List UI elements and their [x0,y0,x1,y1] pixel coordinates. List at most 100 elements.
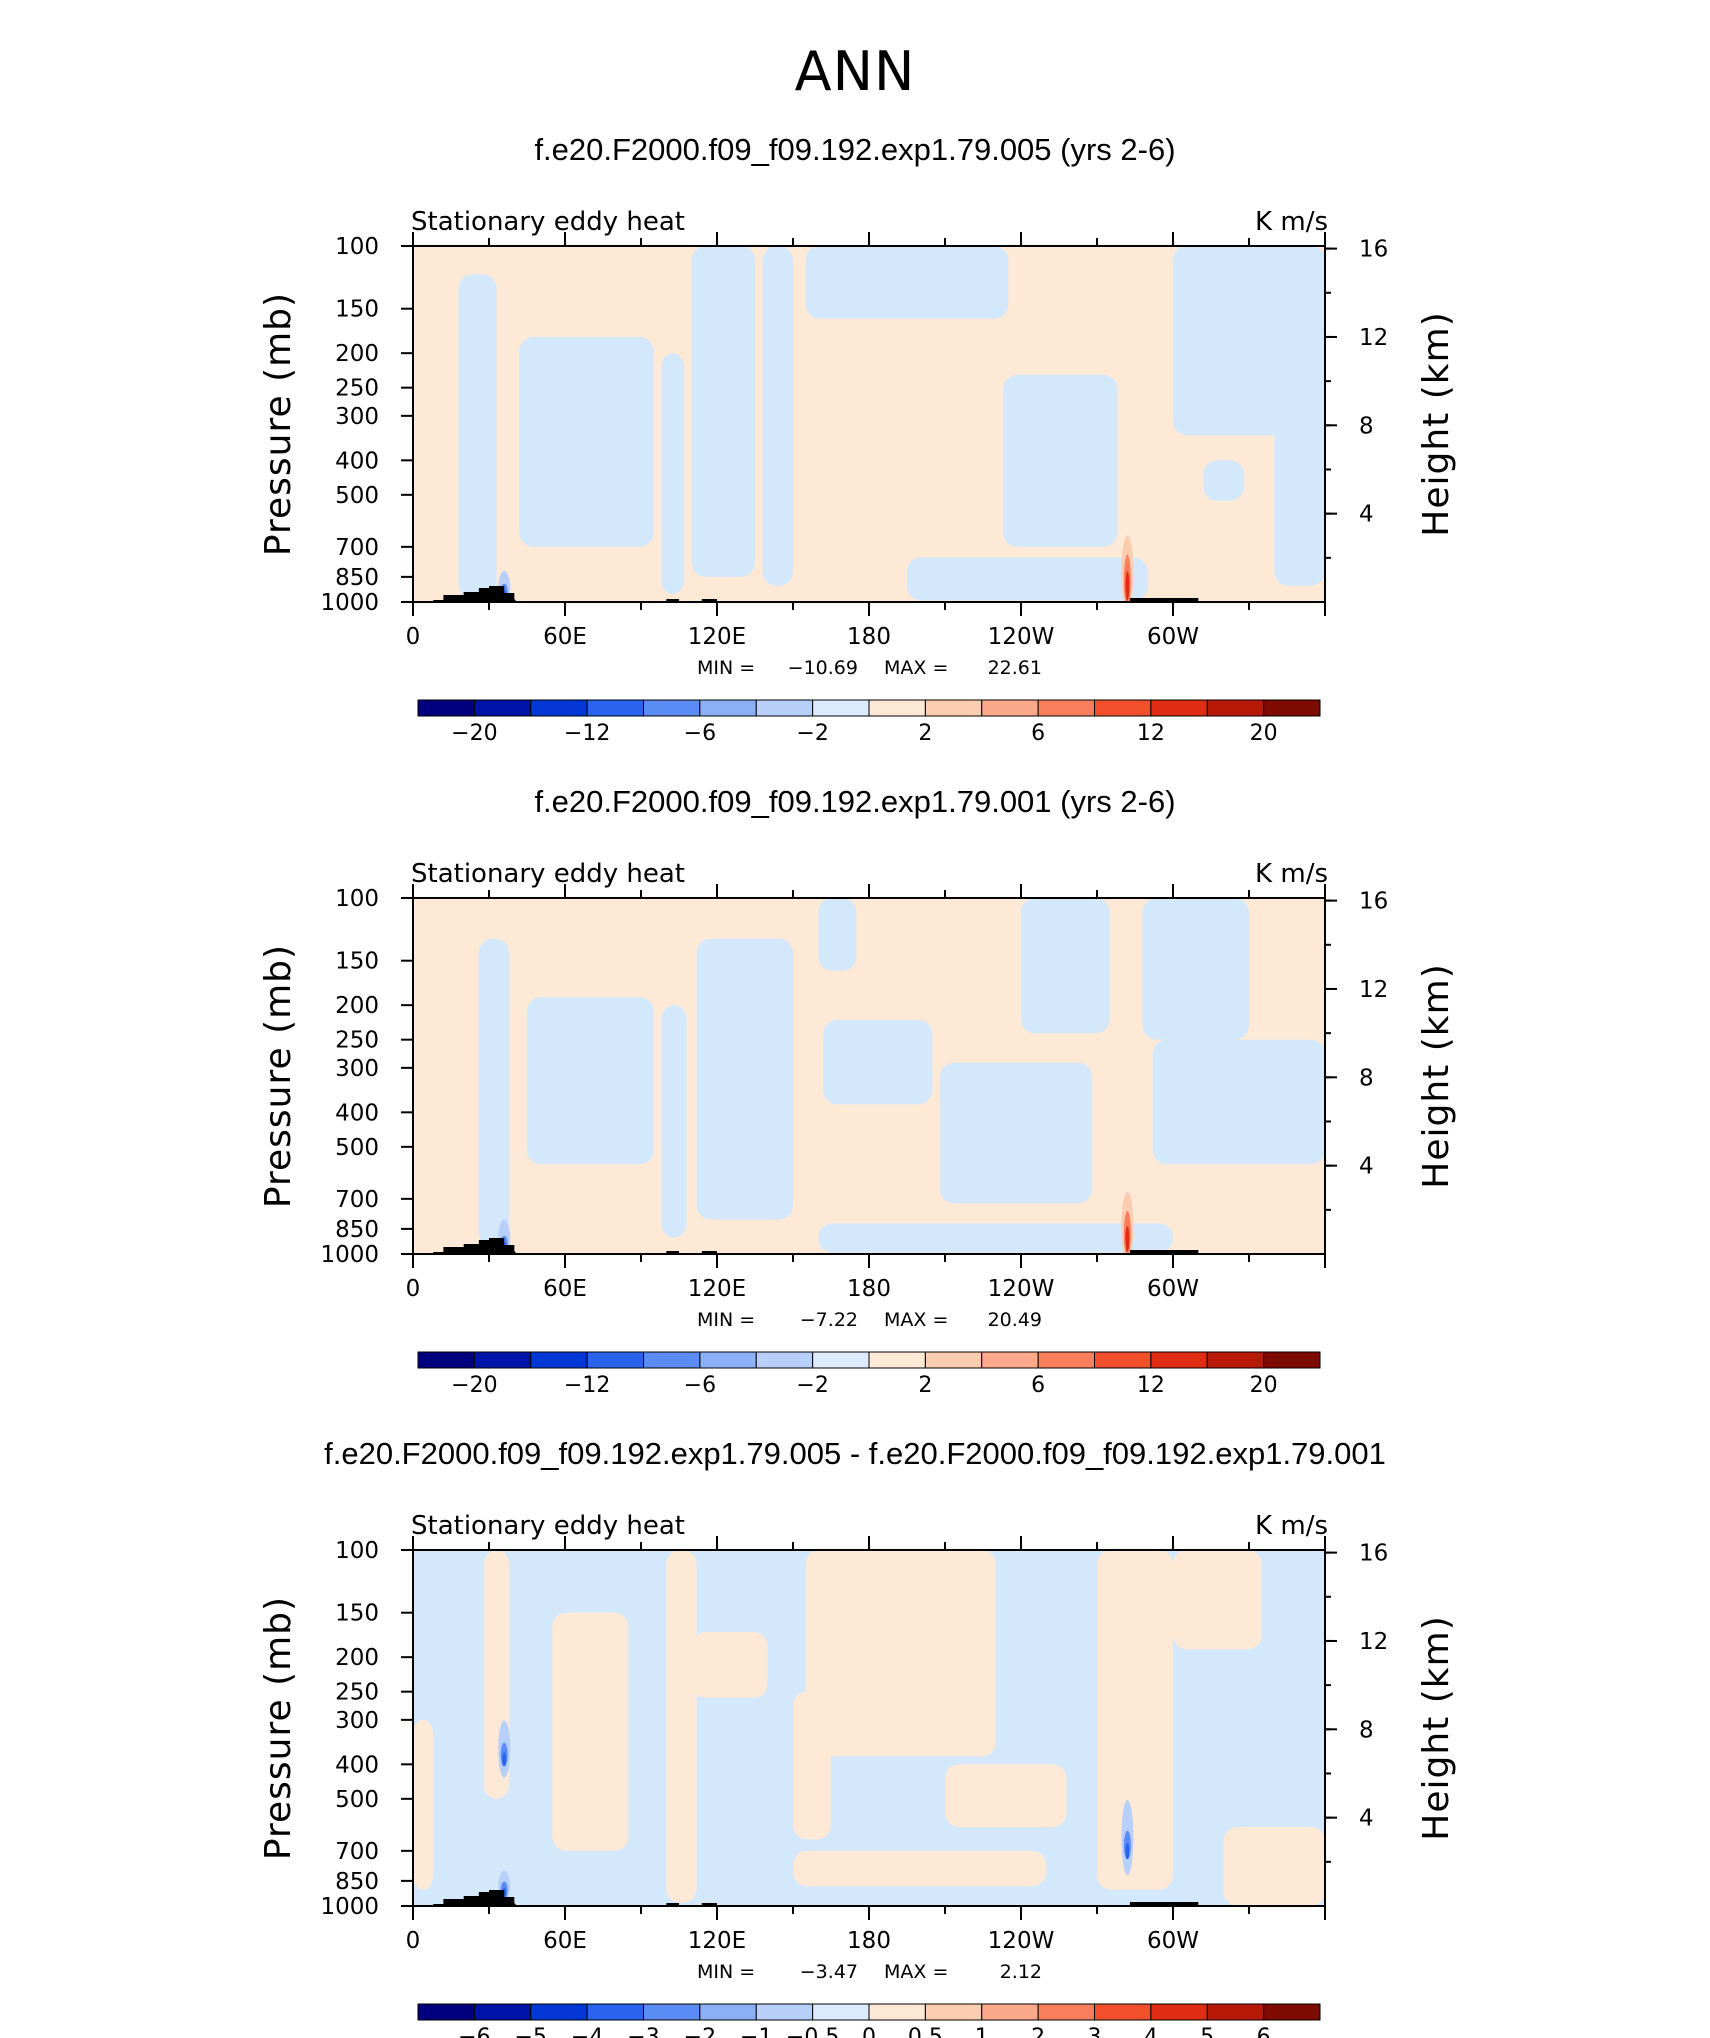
y-tick-label: 250 [335,376,379,402]
height-tick-label: 16 [1359,889,1388,915]
colorbar-swatch [586,2003,644,2021]
colorbar-label: −3 [627,2025,659,2038]
panel-1-title: f.e20.F2000.f09_f09.192.exp1.79.005 (yrs… [534,132,1176,167]
y-tick-label: 100 [335,1538,379,1564]
panel-2-plot: Stationary eddy heat K m/s 0 60E 120E 180 120W… [258,859,1457,1398]
contour-region [1003,374,1118,547]
colorbar-swatch [1150,2003,1208,2021]
max-value: 22.61 [988,657,1042,679]
x-tick-label: 180 [847,1276,891,1302]
terrain [1129,1250,1199,1254]
y-tick-label: 400 [335,1100,379,1126]
colorbar-swatch [1263,2003,1321,2021]
y-tick-label: 100 [335,886,379,912]
x-tick-label: 60E [543,624,587,650]
terrain [666,599,679,602]
colorbar-label: 6 [1257,2025,1271,2038]
field-contours [413,898,1325,1254]
extreme-contour [1125,571,1130,601]
x-tick-label: 120W [988,1928,1055,1954]
contour-region [458,274,497,599]
min-label: MIN = [697,1309,755,1331]
colorbar-label: 20 [1250,721,1278,746]
y-tick-label: 700 [335,1839,379,1865]
contour-region [552,1612,629,1851]
max-label: MAX = [884,1961,948,1983]
height-tick-label: 4 [1359,1806,1374,1832]
contour-region [818,898,857,971]
y-tick-label: 1000 [320,590,379,616]
panel-2-title: f.e20.F2000.f09_f09.192.exp1.79.001 (yrs… [534,784,1176,819]
colorbar-label: −0.5 [786,2025,839,2038]
colorbar-label: 6 [1031,721,1045,746]
y-tick-label: 1000 [320,1894,379,1920]
y-tick-label: 500 [335,1787,379,1813]
x-tick-label: 180 [847,1928,891,1954]
contour-region [805,1550,996,1757]
colorbar-swatch [812,2003,870,2021]
contour-region [793,1850,1047,1887]
colorbar-swatch [417,2003,475,2021]
y-axis-label-right: Height (km) [1416,963,1457,1188]
terrain [1129,1902,1199,1906]
y-tick-label: 200 [335,993,379,1019]
contour-region [1097,1550,1173,1890]
colorbar-label: −12 [564,1373,610,1398]
y-tick-label: 700 [335,535,379,561]
y-tick-label: 300 [335,404,379,430]
colorbar-label: 3 [1088,2025,1102,2038]
contour-region [519,336,654,547]
units-label: K m/s [1255,207,1328,237]
colorbar-label: 4 [1144,2025,1158,2038]
colorbar-label: 20 [1250,1373,1278,1398]
contour-region [818,1223,1173,1253]
y-tick-label: 200 [335,341,379,367]
contour-region [666,1550,697,1903]
x-tick-label: 60W [1147,624,1199,650]
max-value: 2.12 [1000,1961,1042,1983]
height-tick-label: 12 [1359,1629,1388,1655]
colorbar-label: 2 [918,721,932,746]
units-label: K m/s [1255,859,1328,889]
y-tick-label: 150 [335,297,379,323]
y-tick-label: 400 [335,1752,379,1778]
colorbar-label: −20 [451,721,497,746]
x-tick-label: 0 [406,624,421,650]
contour-region [696,938,793,1220]
contour-region [1203,460,1244,501]
contour-region [527,997,654,1165]
x-tick-label: 120W [988,624,1055,650]
terrain [433,1238,517,1254]
colorbar-label: 2 [918,1373,932,1398]
x-tick-label: 180 [847,624,891,650]
contour-region [1142,898,1249,1040]
colorbar-swatch [981,2003,1039,2021]
contour-region [478,938,510,1247]
height-tick-label: 4 [1359,502,1374,528]
height-tick-label: 12 [1359,325,1388,351]
y-tick-label: 1000 [320,1242,379,1268]
terrain [701,1251,717,1254]
x-tick-label: 120E [688,1276,746,1302]
y-tick-label: 200 [335,1645,379,1671]
contour-region [413,1719,434,1890]
y-tick-label: 700 [335,1187,379,1213]
units-label: K m/s [1255,1511,1328,1541]
extreme-contour [502,1752,507,1767]
contour-region [762,246,793,586]
field-contours [413,1550,1325,1906]
colorbar-label: −1 [740,2025,772,2038]
colorbar-swatch [755,2003,814,2021]
max-label: MAX = [884,1309,948,1331]
height-tick-label: 8 [1359,1065,1374,1091]
height-tick-label: 8 [1359,413,1374,439]
colorbar-swatch [1037,2003,1095,2021]
min-value: −7.22 [800,1309,858,1331]
x-tick-label: 120E [688,624,746,650]
min-label: MIN = [697,657,755,679]
contour-region [1274,246,1325,586]
panel-3-title: f.e20.F2000.f09_f09.192.exp1.79.005 - f.… [324,1436,1386,1471]
panel-1-plot: Stationary eddy heat K m/s 0 60E 120E 180 120W… [258,207,1457,746]
y-tick-label: 100 [335,234,379,260]
y-tick-label: 150 [335,1601,379,1627]
